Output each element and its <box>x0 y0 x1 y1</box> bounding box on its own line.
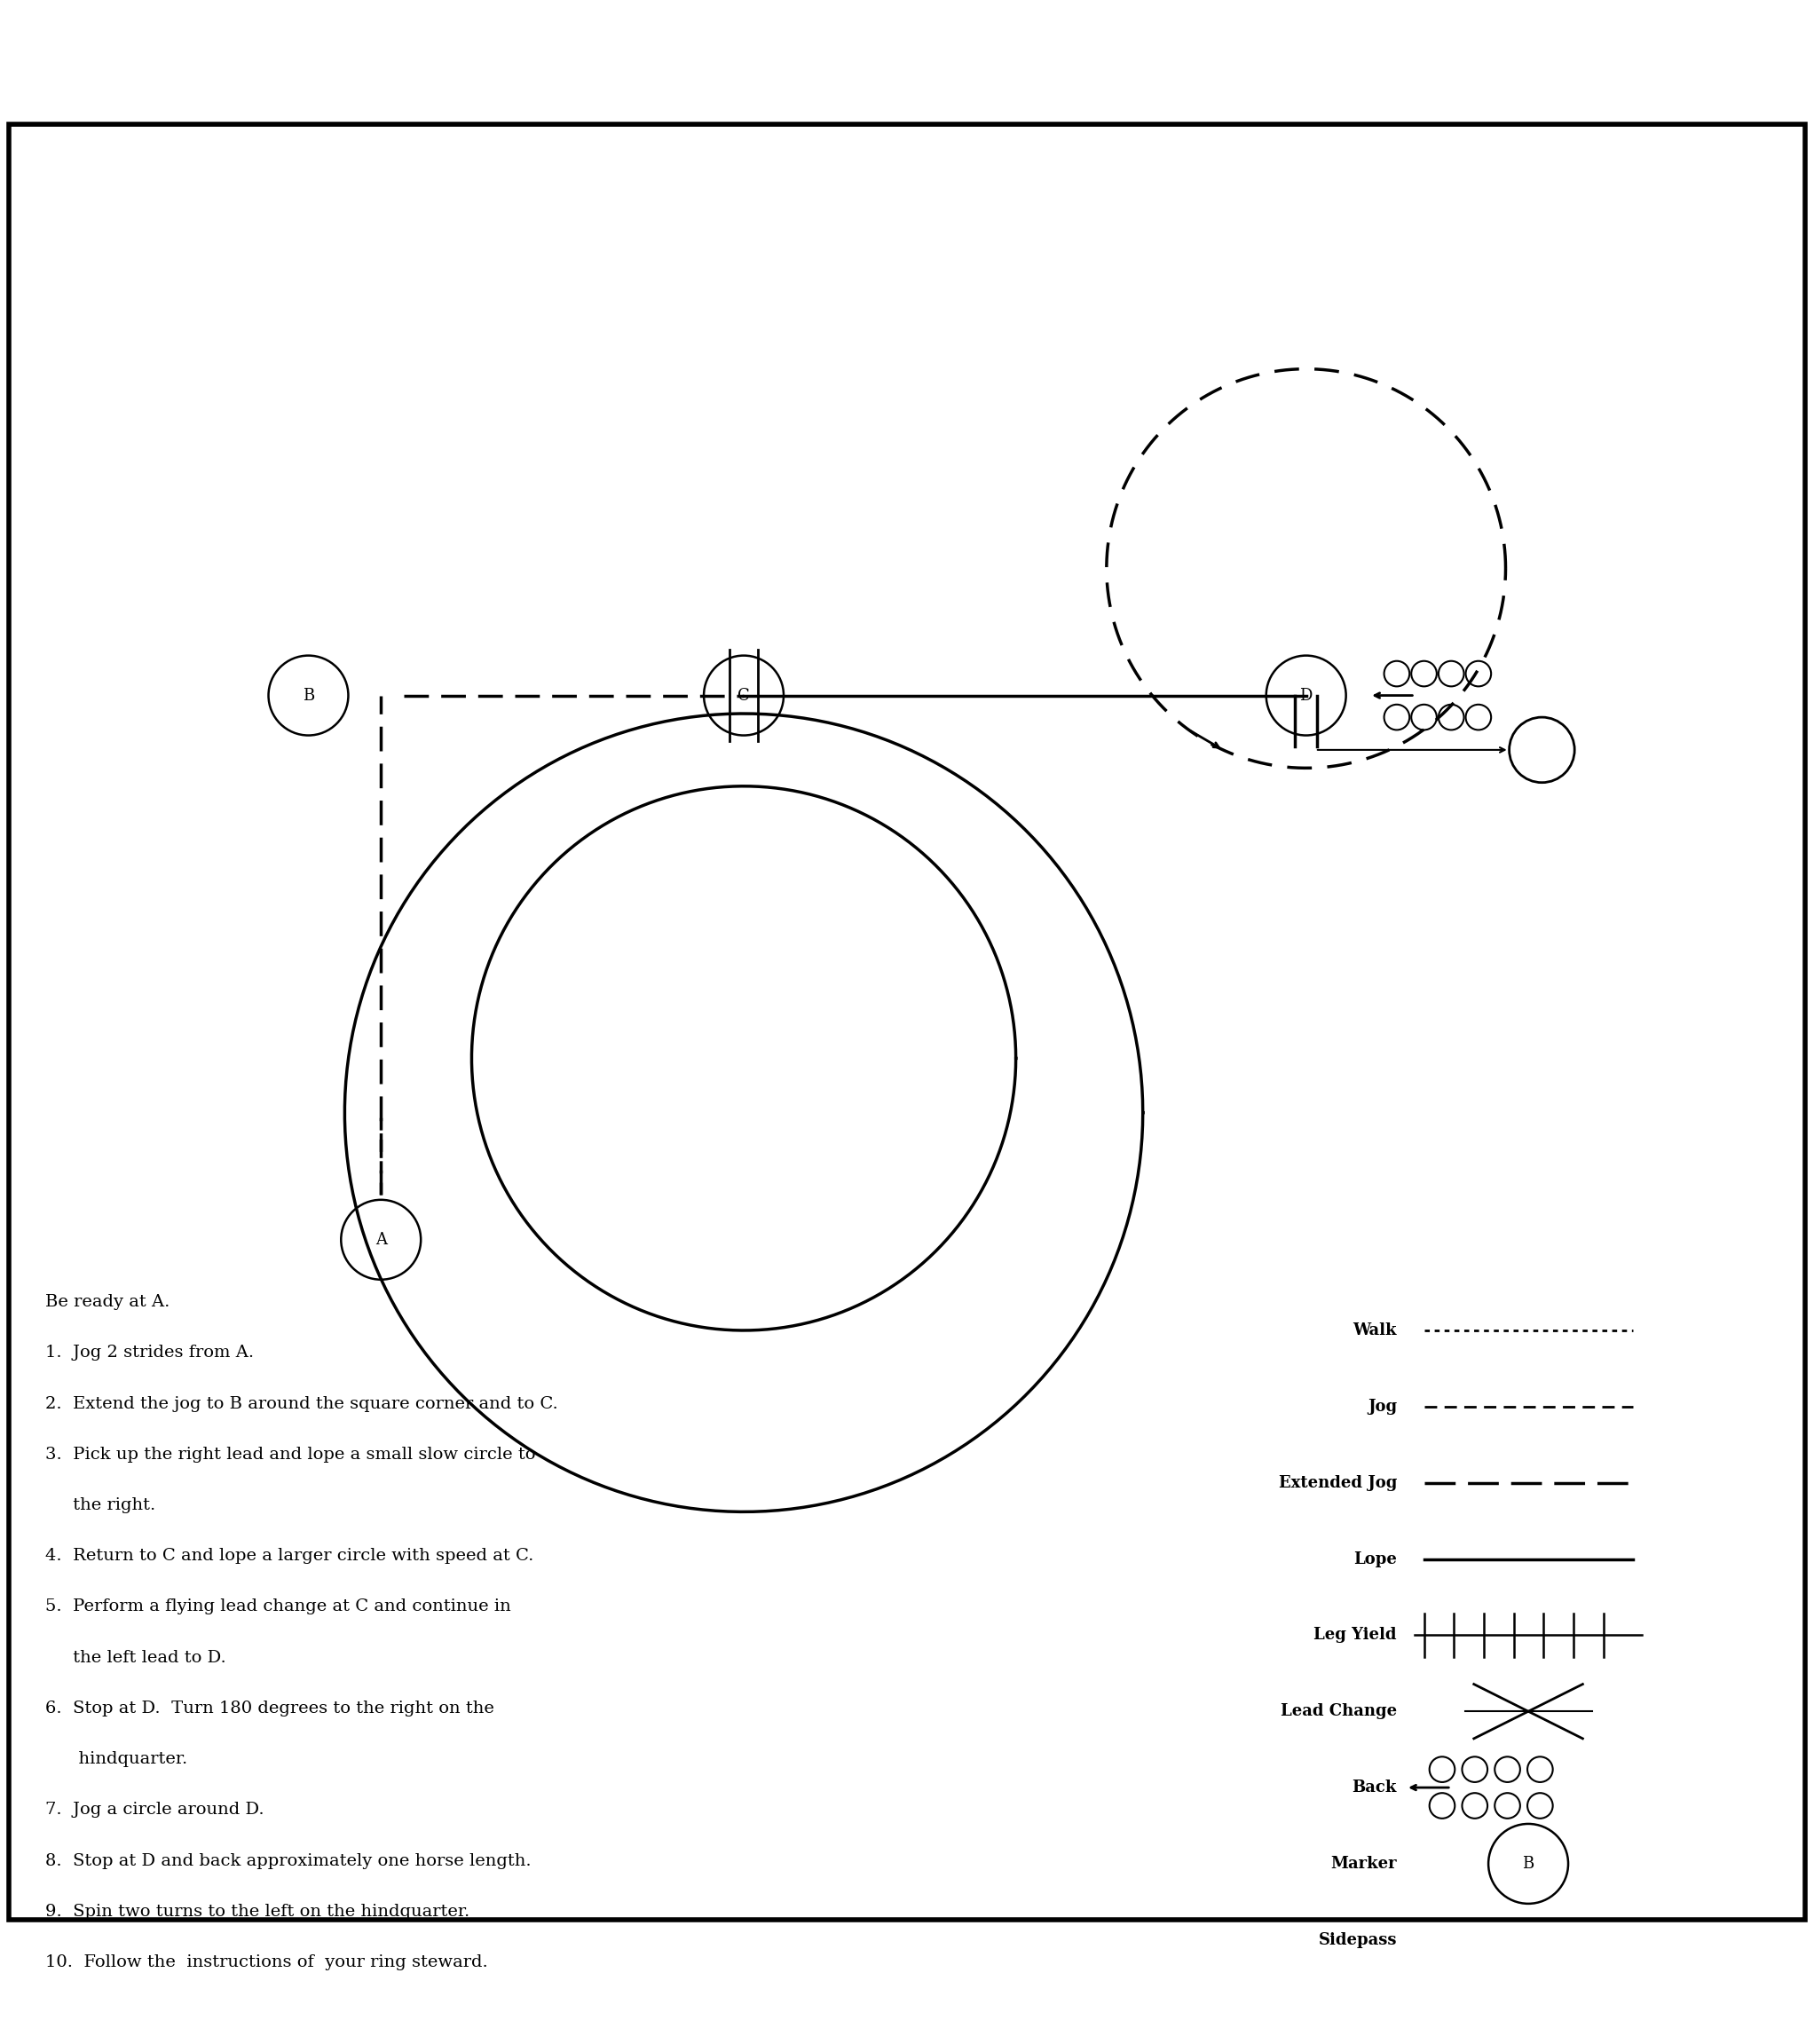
Text: Marker: Marker <box>1330 1856 1397 1872</box>
Text: 10.  Follow the  instructions of  your ring steward.: 10. Follow the instructions of your ring… <box>45 1954 488 1970</box>
Text: 8.  Stop at D and back approximately one horse length.: 8. Stop at D and back approximately one … <box>45 1852 532 1868</box>
Text: the right.: the right. <box>45 1498 156 1513</box>
Text: B: B <box>303 687 314 703</box>
FancyBboxPatch shape <box>9 125 1805 1919</box>
Text: hindquarter.: hindquarter. <box>45 1752 187 1768</box>
Text: B: B <box>1522 1856 1535 1872</box>
Text: 7.  Jog a circle around D.: 7. Jog a circle around D. <box>45 1803 265 1817</box>
Text: Lead Change: Lead Change <box>1281 1703 1397 1719</box>
Text: 6.  Stop at D.  Turn 180 degrees to the right on the: 6. Stop at D. Turn 180 degrees to the ri… <box>45 1701 493 1717</box>
Text: 1.  Jog 2 strides from A.: 1. Jog 2 strides from A. <box>45 1345 254 1361</box>
Text: Walk: Walk <box>1353 1322 1397 1339</box>
Text: A: A <box>375 1233 386 1247</box>
Text: Jog: Jog <box>1368 1398 1397 1414</box>
Text: 3.  Pick up the right lead and lope a small slow circle to: 3. Pick up the right lead and lope a sma… <box>45 1447 535 1461</box>
Text: Sidepass: Sidepass <box>1319 1932 1397 1948</box>
Text: the left lead to D.: the left lead to D. <box>45 1650 227 1666</box>
Text: D: D <box>1299 687 1313 703</box>
Text: 9.  Spin two turns to the left on the hindquarter.: 9. Spin two turns to the left on the hin… <box>45 1903 470 1919</box>
Text: C: C <box>738 687 749 703</box>
Text: Be ready at A.: Be ready at A. <box>45 1294 171 1310</box>
Text: 5.  Perform a flying lead change at C and continue in: 5. Perform a flying lead change at C and… <box>45 1598 512 1615</box>
Text: 4.  Return to C and lope a larger circle with speed at C.: 4. Return to C and lope a larger circle … <box>45 1547 533 1564</box>
Text: Leg Yield: Leg Yield <box>1313 1627 1397 1643</box>
Text: Lope: Lope <box>1353 1551 1397 1568</box>
Text: Back: Back <box>1351 1780 1397 1795</box>
Text: Extended Jog: Extended Jog <box>1279 1476 1397 1490</box>
Text: 2.  Extend the jog to B around the square corner and to C.: 2. Extend the jog to B around the square… <box>45 1396 559 1412</box>
